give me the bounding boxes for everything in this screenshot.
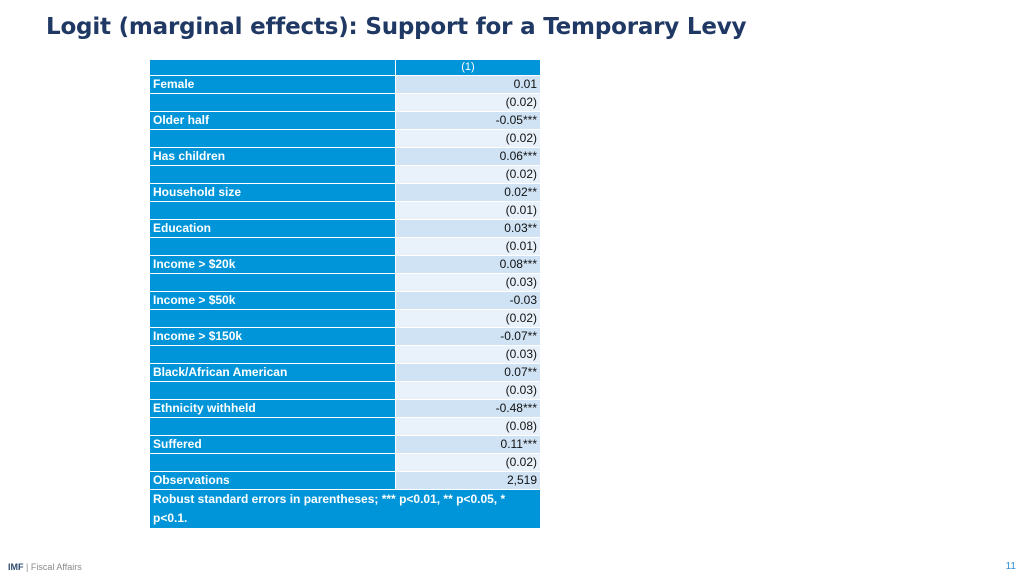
observations-row: Observations 2,519 <box>149 471 541 490</box>
standard-error: (0.02) <box>395 93 541 112</box>
variable-label: Female <box>149 75 396 94</box>
variable-label: Income > $50k <box>149 291 396 310</box>
blank-label-cell <box>149 237 396 256</box>
table-row: Education 0.03** <box>149 219 541 238</box>
variable-label: Has children <box>149 147 396 166</box>
table-row: Income > $20k 0.08*** <box>149 255 541 274</box>
coefficient: -0.05*** <box>395 111 541 130</box>
variable-label: Black/African American <box>149 363 396 382</box>
table-row: Income > $50k -0.03 <box>149 291 541 310</box>
coefficient: 0.08*** <box>395 255 541 274</box>
coefficient: -0.48*** <box>395 399 541 418</box>
table-row: (0.01) <box>149 237 541 256</box>
coefficient: 0.07** <box>395 363 541 382</box>
coefficient: -0.03 <box>395 291 541 310</box>
blank-label-cell <box>149 165 396 184</box>
table-row: Ethnicity withheld -0.48*** <box>149 399 541 418</box>
observations-value: 2,519 <box>395 471 541 490</box>
blank-label-cell <box>149 129 396 148</box>
variable-label: Ethnicity withheld <box>149 399 396 418</box>
table-row: (0.03) <box>149 345 541 364</box>
standard-error: (0.08) <box>395 417 541 436</box>
variable-label: Suffered <box>149 435 396 454</box>
standard-error: (0.03) <box>395 381 541 400</box>
footer-separator: | <box>26 562 29 572</box>
blank-label-cell <box>149 381 396 400</box>
table-note: Robust standard errors in parentheses; *… <box>149 489 541 529</box>
blank-label-cell <box>149 309 396 328</box>
table-row: (0.08) <box>149 417 541 436</box>
coefficient: -0.07** <box>395 327 541 346</box>
blank-label-cell <box>149 273 396 292</box>
table-note-row: Robust standard errors in parentheses; *… <box>149 489 541 529</box>
variable-label: Household size <box>149 183 396 202</box>
standard-error: (0.02) <box>395 129 541 148</box>
table-row: (0.02) <box>149 165 541 184</box>
table-row: (0.02) <box>149 309 541 328</box>
table-row: (0.02) <box>149 129 541 148</box>
standard-error: (0.03) <box>395 345 541 364</box>
blank-label-cell <box>149 417 396 436</box>
standard-error: (0.01) <box>395 237 541 256</box>
standard-error: (0.02) <box>395 453 541 472</box>
standard-error: (0.01) <box>395 201 541 220</box>
table-row: Female 0.01 <box>149 75 541 94</box>
table-row: Black/African American 0.07** <box>149 363 541 382</box>
standard-error: (0.02) <box>395 309 541 328</box>
table-row: (0.03) <box>149 381 541 400</box>
table-row: Household size 0.02** <box>149 183 541 202</box>
standard-error: (0.02) <box>395 165 541 184</box>
variable-label: Income > $150k <box>149 327 396 346</box>
blank-label-cell <box>149 201 396 220</box>
table-row: (0.03) <box>149 273 541 292</box>
regression-table: (1) Female 0.01 (0.02) Older half -0.05*… <box>149 59 541 529</box>
table-row: Older half -0.05*** <box>149 111 541 130</box>
header-blank-cell <box>149 59 396 76</box>
page-number: 11 <box>1005 561 1016 572</box>
slide-title: Logit (marginal effects): Support for a … <box>46 14 747 40</box>
coefficient: 0.02** <box>395 183 541 202</box>
variable-label: Education <box>149 219 396 238</box>
table-row: (0.02) <box>149 93 541 112</box>
table-row: (0.02) <box>149 453 541 472</box>
table-row: (0.01) <box>149 201 541 220</box>
observations-label: Observations <box>149 471 396 490</box>
blank-label-cell <box>149 453 396 472</box>
blank-label-cell <box>149 345 396 364</box>
footer-source: IMF | Fiscal Affairs <box>8 562 82 572</box>
table-row: Suffered 0.11*** <box>149 435 541 454</box>
table-row: Has children 0.06*** <box>149 147 541 166</box>
imf-logo: IMF <box>8 562 24 572</box>
coefficient: 0.11*** <box>395 435 541 454</box>
table-header-row: (1) <box>149 59 541 76</box>
column-header: (1) <box>395 59 541 76</box>
coefficient: 0.06*** <box>395 147 541 166</box>
coefficient: 0.03** <box>395 219 541 238</box>
blank-label-cell <box>149 93 396 112</box>
coefficient: 0.01 <box>395 75 541 94</box>
standard-error: (0.03) <box>395 273 541 292</box>
variable-label: Income > $20k <box>149 255 396 274</box>
footer-department: Fiscal Affairs <box>30 562 82 572</box>
table-row: Income > $150k -0.07** <box>149 327 541 346</box>
variable-label: Older half <box>149 111 396 130</box>
